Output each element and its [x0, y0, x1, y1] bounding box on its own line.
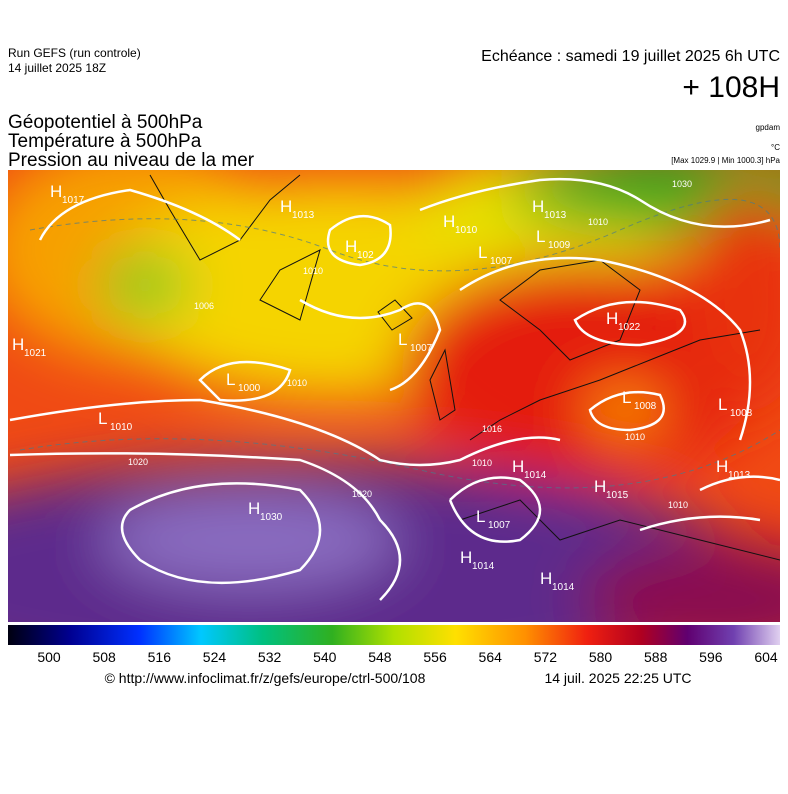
pressure-center-value: 1008	[730, 408, 753, 419]
pressure-center-kind: L	[622, 388, 631, 407]
unit-label: gpdam	[756, 123, 781, 132]
pressure-center-kind: H	[280, 197, 292, 216]
pressure-center-kind: L	[226, 370, 235, 389]
colorbar	[8, 625, 780, 645]
field-label: Température à 500hPa	[8, 131, 202, 152]
colorbar-ticks: 500 508 516 524 532 540 548 556 564 572 580 588 596 6…	[37, 649, 778, 665]
pressure-center-value: 1014	[552, 582, 575, 593]
pressure-center-kind: L	[536, 227, 545, 246]
pressure-center-kind: H	[460, 548, 472, 567]
pressure-center-kind: L	[398, 330, 407, 349]
pressure-center-value: 1007	[488, 520, 511, 531]
pressure-center-value: 1017	[62, 195, 85, 206]
isobar-label: 1010	[287, 378, 307, 388]
field-label: Géopotentiel à 500hPa	[8, 112, 203, 133]
colorbar-tick-label: 508	[92, 649, 116, 665]
pressure-center-kind: L	[718, 395, 727, 414]
pressure-center-value: 1009	[548, 240, 571, 251]
pressure-center-kind: H	[606, 309, 618, 328]
pressure-center-kind: H	[716, 457, 728, 476]
field-label: Pression au niveau de la mer	[8, 150, 255, 171]
pressure-center-value: 1007	[490, 256, 513, 267]
colorbar-tick-label: 548	[368, 649, 392, 665]
colorbar-tick-label: 540	[313, 649, 337, 665]
colorbar-tick-label: 564	[479, 649, 503, 665]
colorbar-tick-label: 532	[258, 649, 282, 665]
colorbar-tick-label: 604	[754, 649, 778, 665]
pressure-center-kind: H	[512, 457, 524, 476]
run-label: 14 juillet 2025 18Z	[8, 61, 106, 75]
isobar-label: 1010	[588, 217, 608, 227]
pressure-center-value: 1014	[524, 470, 547, 481]
pressure-center-kind: H	[248, 499, 260, 518]
pressure-center-value: 1015	[606, 490, 629, 501]
colorbar-tick-label: 572	[534, 649, 558, 665]
isobar-label: 1010	[303, 266, 323, 276]
colorbar-tick-label: 588	[644, 649, 668, 665]
pressure-center-kind: L	[98, 409, 107, 428]
lead-time: + 108H	[682, 71, 780, 104]
pressure-center-value: 1013	[292, 210, 315, 221]
pressure-center-kind: H	[532, 197, 544, 216]
isobar-label: 1030	[672, 179, 692, 189]
pressure-center-kind: H	[540, 569, 552, 588]
pressure-center-kind: L	[478, 243, 487, 262]
pressure-center-value: 1007	[410, 343, 433, 354]
colorbar-tick-label: 580	[589, 649, 613, 665]
colorbar-tick-label: 556	[423, 649, 447, 665]
pressure-center-value: 1014	[472, 561, 495, 572]
pressure-center-value: 1010	[455, 225, 478, 236]
valid-time: Echéance : samedi 19 juillet 2025 6h UTC	[481, 48, 780, 65]
colorbar-tick-label: 596	[699, 649, 723, 665]
pressure-center-kind: H	[12, 335, 24, 354]
pressure-center-kind: H	[345, 237, 357, 256]
colorbar-tick-label: 500	[37, 649, 61, 665]
isobar-label: 1010	[472, 458, 492, 468]
pressure-center-value: 1021	[24, 348, 47, 359]
pressure-center-kind: H	[443, 212, 455, 231]
source-credit: © http://www.infoclimat.fr/z/gefs/europe…	[105, 670, 426, 686]
isobar-label: 1020	[128, 457, 148, 467]
colorbar-tick-label: 524	[203, 649, 227, 665]
pressure-center-value: 1013	[544, 210, 567, 221]
pressure-center-kind: L	[476, 507, 485, 526]
pressure-center-value: 102	[357, 250, 374, 261]
model-label: Run GEFS (run controle)	[8, 46, 141, 60]
colorbar-tick-label: 516	[148, 649, 172, 665]
pressure-center-value: 1010	[110, 422, 133, 433]
isobar-label: 1016	[482, 424, 502, 434]
isobar-label: 1020	[352, 489, 372, 499]
isobar-label: 1010	[668, 500, 688, 510]
isobar-label: 1010	[625, 432, 645, 442]
unit-label: [Max 1029.9 | Min 1000.3] hPa	[671, 156, 780, 165]
pressure-center-value: 1013	[728, 470, 751, 481]
pressure-center-kind: H	[594, 477, 606, 496]
generated-time: 14 juil. 2025 22:25 UTC	[544, 670, 691, 686]
unit-label: °C	[771, 143, 780, 152]
pressure-center-value: 1008	[634, 401, 657, 412]
pressure-center-kind: H	[50, 182, 62, 201]
pressure-center-value: 1000	[238, 383, 261, 394]
pressure-center-value: 1022	[618, 322, 641, 333]
isobar-label: 1006	[194, 301, 214, 311]
pressure-center-value: 1030	[260, 512, 283, 523]
